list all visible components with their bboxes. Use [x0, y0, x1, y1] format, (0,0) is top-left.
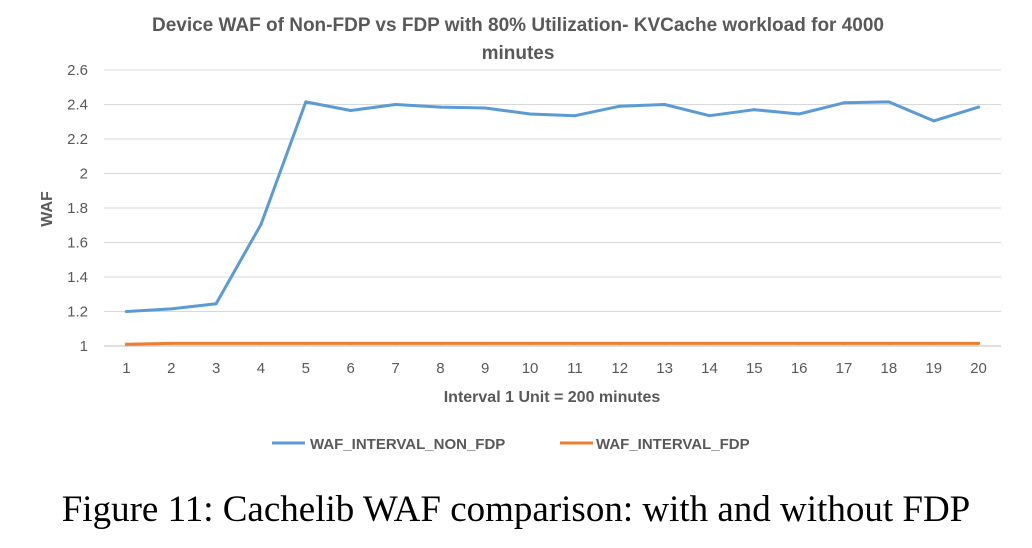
series-lines [124, 100, 981, 346]
data-point [169, 341, 173, 345]
x-axis-label: Interval 1 Unit = 200 minutes [444, 389, 661, 406]
data-point [842, 101, 846, 105]
data-point [797, 112, 801, 116]
data-point [618, 341, 622, 345]
data-point [618, 104, 622, 108]
data-point [663, 341, 667, 345]
x-tick-label: 2 [167, 360, 175, 377]
x-tick-label: 20 [970, 360, 987, 377]
data-point [214, 341, 218, 345]
series-line-non-fdp [124, 100, 981, 313]
line-chart: Device WAF of Non-FDP vs FDP with 80% Ut… [39, 15, 1001, 453]
x-tick-label: 18 [881, 360, 898, 377]
chart-title-line2: minutes [482, 43, 555, 64]
x-tick-label: 15 [746, 360, 763, 377]
series-line-fdp [124, 341, 981, 346]
data-point [438, 105, 442, 109]
data-point [977, 341, 981, 345]
y-tick-label: 2.2 [67, 131, 88, 148]
x-tick-label: 17 [836, 360, 853, 377]
data-point [304, 341, 308, 345]
data-point [752, 341, 756, 345]
y-tick-label: 2 [80, 166, 88, 183]
data-point [842, 341, 846, 345]
data-point [528, 341, 532, 345]
x-tick-label: 6 [347, 360, 355, 377]
legend-label: WAF_INTERVAL_FDP [596, 436, 750, 453]
y-tick-label: 2.6 [67, 62, 88, 79]
x-tick-label: 8 [436, 360, 444, 377]
y-tick-label: 2.4 [67, 97, 88, 114]
data-point [304, 100, 308, 104]
data-point [124, 342, 128, 346]
data-point [663, 103, 667, 106]
data-point [573, 114, 577, 118]
figure-caption: Figure 11: Cachelib WAF comparison: with… [61, 489, 971, 530]
x-tick-label: 11 [567, 360, 583, 377]
x-axis-ticks: 1 2 3 4 5 6 7 8 9 10 11 12 13 14 15 16 17 18 19 20 [122, 360, 987, 377]
x-tick-label: 19 [925, 360, 942, 377]
data-point [124, 310, 128, 313]
x-tick-label: 13 [656, 360, 673, 377]
data-point [887, 100, 891, 104]
gridlines [104, 69, 1001, 347]
x-tick-label: 3 [212, 360, 220, 377]
data-point [932, 341, 936, 345]
x-tick-label: 5 [302, 360, 310, 377]
legend-label: WAF_INTERVAL_NON_FDP [310, 436, 505, 453]
x-tick-label: 12 [611, 360, 628, 377]
data-point [349, 341, 353, 345]
y-axis-ticks: 1 1.2 1.4 1.6 1.8 2 2.2 2.4 2.6 [67, 62, 88, 355]
legend: WAF_INTERVAL_NON_FDP WAF_INTERVAL_FDP [272, 436, 750, 453]
y-tick-label: 1.4 [67, 269, 88, 286]
data-point [259, 341, 263, 345]
data-point [977, 105, 981, 109]
data-point [528, 112, 532, 116]
x-tick-label: 16 [791, 360, 808, 377]
x-tick-label: 7 [391, 360, 399, 377]
data-point [797, 341, 801, 345]
data-point [349, 109, 353, 113]
data-point [259, 222, 263, 226]
x-tick-label: 4 [257, 360, 265, 377]
data-point [169, 307, 173, 311]
y-tick-label: 1.8 [67, 200, 88, 217]
data-point [573, 341, 577, 345]
data-point [887, 341, 891, 345]
y-axis-label: WAF [39, 191, 56, 227]
data-point [707, 114, 711, 118]
data-point [438, 341, 442, 345]
data-point [752, 108, 756, 112]
y-tick-label: 1.6 [67, 235, 88, 252]
data-point [394, 103, 398, 106]
data-point [214, 302, 218, 306]
x-tick-label: 10 [522, 360, 539, 377]
data-point [483, 106, 487, 110]
chart-title-line1: Device WAF of Non-FDP vs FDP with 80% Ut… [152, 15, 884, 36]
data-point [932, 119, 936, 123]
x-tick-label: 9 [481, 360, 489, 377]
y-tick-label: 1 [80, 338, 88, 355]
data-point [394, 341, 398, 345]
x-tick-label: 1 [122, 360, 130, 377]
x-tick-label: 14 [701, 360, 718, 377]
data-point [707, 341, 711, 345]
y-tick-label: 1.2 [67, 304, 88, 321]
data-point [483, 341, 487, 345]
